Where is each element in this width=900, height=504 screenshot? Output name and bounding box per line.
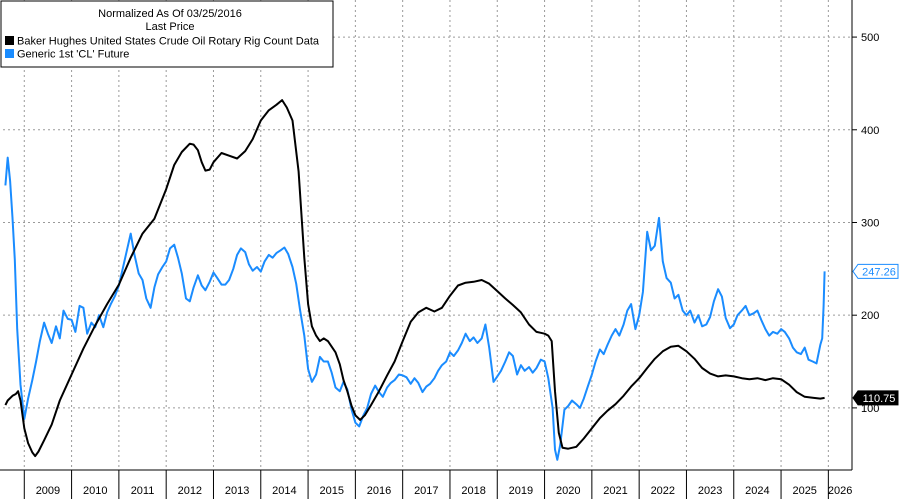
rig-count-line — [4, 99, 825, 458]
x-tick-label-2019: 2019 — [509, 485, 533, 497]
series-layer — [4, 99, 826, 461]
y-tick-label-300: 300 — [861, 217, 879, 229]
x-tick-label-2015: 2015 — [319, 485, 343, 497]
x-tick-label-2021: 2021 — [603, 485, 627, 497]
cl-future-line — [4, 156, 826, 461]
x-tick-label-2022: 2022 — [651, 485, 675, 497]
x-tick-label-2009: 2009 — [36, 485, 60, 497]
x-tick-label-2018: 2018 — [461, 485, 485, 497]
x-tick-label-2012: 2012 — [178, 485, 202, 497]
last-value-tag-cl-future: 247.26 — [852, 263, 899, 279]
x-tick-label-2020: 2020 — [556, 485, 580, 497]
y-tick-label-200: 200 — [861, 310, 879, 322]
x-axis: 2009 2010 2011 2012 2013 2014 2015 2016 2017 2018… — [0, 469, 852, 499]
x-tick-label-2010: 2010 — [83, 485, 107, 497]
y-tick-label-400: 400 — [861, 125, 879, 137]
legend-title: Normalized As Of 03/25/2016 — [98, 8, 242, 20]
x-tick-label-2016: 2016 — [367, 485, 391, 497]
x-tick-label-2025: 2025 — [792, 485, 816, 497]
legend-label-rig-count: Baker Hughes United States Crude Oil Rot… — [17, 36, 320, 48]
x-tick-label-2011: 2011 — [131, 485, 155, 497]
x-tick-label-2017: 2017 — [414, 485, 438, 497]
y-tick-label-100: 100 — [861, 403, 879, 415]
legend-swatch-rig-count — [5, 36, 14, 45]
x-tick-label-2024: 2024 — [745, 485, 769, 497]
y-tick-label-500: 500 — [861, 32, 879, 44]
last-value-tag-rig-count: 110.75 — [852, 390, 899, 406]
last-value-label-cl-future: 247.26 — [862, 266, 896, 278]
x-tick-label-2013: 2013 — [225, 485, 249, 497]
x-tick-label-2023: 2023 — [698, 485, 722, 497]
legend-box — [0, 0, 334, 68]
legend: Normalized As Of 03/25/2016 Last Price B… — [0, 0, 334, 68]
x-tick-label-2026: 2026 — [828, 485, 852, 497]
legend-swatch-cl-future — [5, 49, 14, 58]
x-tick-label-2014: 2014 — [272, 485, 296, 497]
last-value-tag-shape-rig-count — [852, 390, 899, 406]
last-value-tag-shape-cl-future — [852, 263, 899, 279]
last-value-label-rig-count: 110.75 — [863, 393, 896, 405]
y-axis: 100 200 300 400 500 110.75 247.26 — [851, 0, 899, 470]
legend-subtitle: Last Price — [146, 21, 195, 33]
legend-label-cl-future: Generic 1st 'CL' Future — [17, 49, 129, 61]
